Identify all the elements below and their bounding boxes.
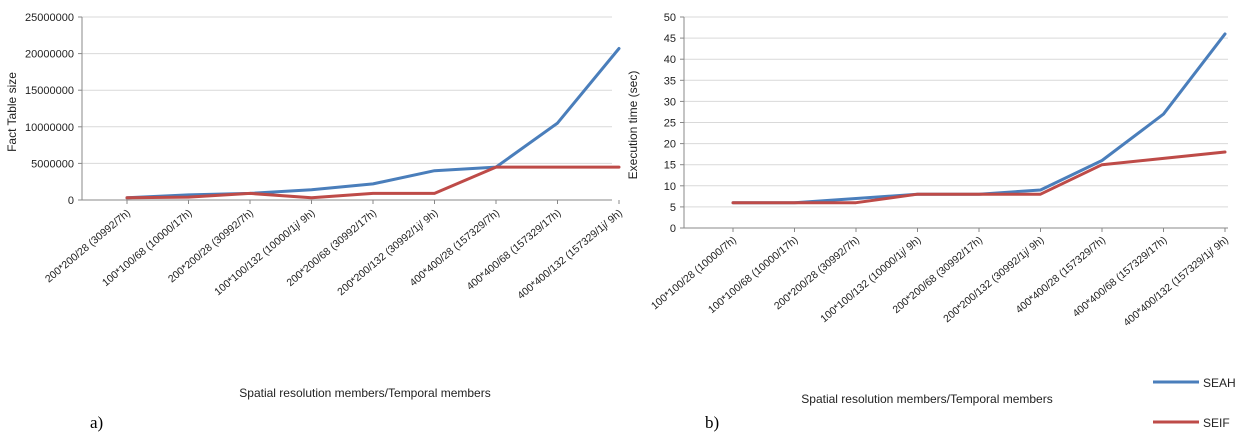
y-tick-label: 35 [664, 75, 676, 87]
y-tick-label: 5000000 [31, 158, 74, 170]
y-tick-label: 40 [664, 54, 676, 66]
x-tick-label: 200*200/132 (30992/1j/ 9h) [335, 207, 440, 298]
y-tick-label: 30 [664, 96, 676, 108]
series-line-1 [125, 165, 621, 200]
x-tick-label: 400*400/132 (157329/1j/ 9h) [1121, 234, 1231, 329]
panel-label: a) [90, 413, 103, 432]
panel-label: b) [705, 413, 719, 432]
y-tick-label: 15000000 [25, 85, 74, 97]
legend: SEAH SEIF [1153, 376, 1236, 430]
x-tick-label: 200*200/132 (30992/1j/ 9h) [941, 234, 1046, 325]
y-tick-label: 10 [664, 181, 676, 193]
legend-label-0: SEAH [1203, 376, 1236, 390]
y-tick-label: 25000000 [25, 12, 74, 24]
y-tick-label: 45 [664, 33, 676, 45]
y-tick-label: 0 [670, 223, 676, 235]
series-line-1 [731, 150, 1227, 205]
y-axis-title: Fact Table size [5, 72, 19, 152]
y-tick-label: 10000000 [25, 122, 74, 134]
x-tick-label: 400*400/132 (157329/1j/ 9h) [515, 207, 625, 302]
y-tick-label: 5 [670, 202, 676, 214]
y-tick-label: 50 [664, 12, 676, 24]
x-tick-label: 100*100/132 (10000/1j/ 9h) [818, 234, 923, 325]
y-axis-title: Execution time (sec) [626, 71, 640, 180]
y-tick-label: 15 [664, 160, 676, 172]
x-axis-title: Spatial resolution members/Temporal memb… [801, 392, 1052, 406]
y-tick-label: 25 [664, 118, 676, 130]
x-axis-title: Spatial resolution members/Temporal memb… [239, 386, 490, 400]
y-tick-label: 20 [664, 139, 676, 151]
x-tick-label: 100*100/132 (10000/1j/ 9h) [212, 207, 317, 298]
y-tick-label: 0 [68, 195, 74, 207]
legend-label-1: SEIF [1203, 416, 1230, 430]
y-tick-label: 20000000 [25, 49, 74, 61]
series-line-0 [125, 47, 621, 200]
chart-a: 0 5000000 10000000 15000000 20000000 25000000… [5, 12, 625, 432]
